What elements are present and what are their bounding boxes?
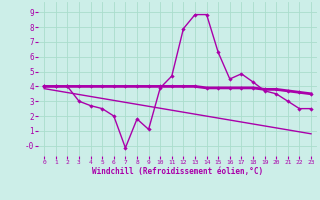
X-axis label: Windchill (Refroidissement éolien,°C): Windchill (Refroidissement éolien,°C)	[92, 167, 263, 176]
